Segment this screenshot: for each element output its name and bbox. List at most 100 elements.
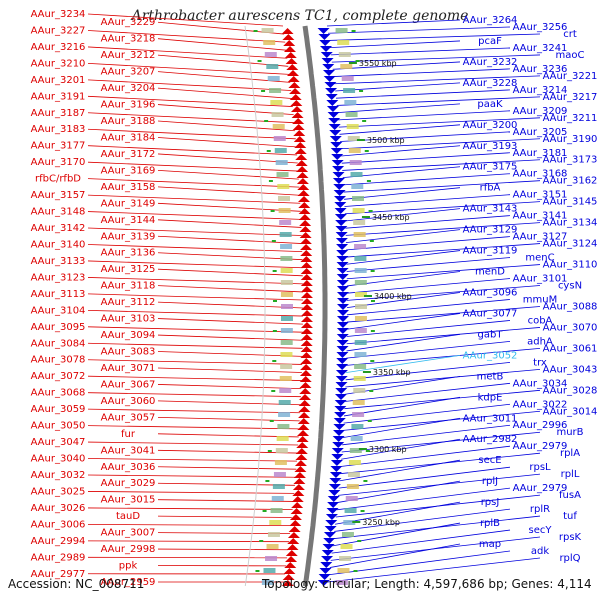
annotation-block <box>354 316 367 321</box>
right-connector-line <box>344 194 511 207</box>
minus-strand-feature <box>282 574 295 580</box>
annotation-block <box>280 304 293 309</box>
plus-strand-feature <box>336 244 349 250</box>
right-gene-label: rplB <box>480 518 500 529</box>
tick-mark <box>271 390 276 392</box>
annotation-block <box>279 376 292 381</box>
left-connector-line <box>157 384 302 390</box>
minus-strand-feature <box>299 370 312 376</box>
right-gene-label: AAur_3256 <box>513 22 568 33</box>
minus-strand-feature <box>299 220 312 226</box>
plus-strand-feature <box>334 400 347 406</box>
minus-strand-feature <box>291 496 304 502</box>
annotation-block <box>275 160 288 165</box>
minus-strand-feature <box>288 526 301 532</box>
tick-mark <box>269 420 274 422</box>
left-gene-label: AAur_3123 <box>31 272 86 283</box>
right-gene-label: map <box>479 539 501 550</box>
tick-mark <box>272 270 277 272</box>
right-gene-label: AAur_2982 <box>463 434 518 445</box>
annotation-block <box>280 340 293 345</box>
annotation-block <box>267 76 280 81</box>
right-gene-label: AAur_3028 <box>543 385 598 396</box>
left-gene-label: AAur_3025 <box>31 486 86 497</box>
left-gene-label: AAur_3007 <box>101 528 156 539</box>
left-gene-label: AAur_2977 <box>31 569 86 580</box>
left-connector-line <box>87 309 303 317</box>
right-gene-label: AAur_3052 <box>463 350 518 361</box>
left-connector-line <box>87 556 288 559</box>
right-connector-line <box>345 215 511 229</box>
minus-strand-feature <box>287 70 300 76</box>
plus-strand-feature <box>328 124 341 130</box>
right-gene-label: rfbA <box>480 183 501 194</box>
plus-strand-feature <box>332 178 345 184</box>
plus-strand-feature <box>323 76 336 82</box>
annotation-block <box>343 88 356 93</box>
left-gene-label: AAur_3015 <box>101 495 156 506</box>
left-connector-line <box>157 202 301 212</box>
left-gene-label: AAur_3139 <box>101 231 156 242</box>
left-connector-line <box>87 244 303 253</box>
left-connector-line <box>157 334 303 341</box>
left-gene-label: AAur_3172 <box>101 149 156 160</box>
plus-strand-feature <box>335 238 348 244</box>
left-connector-line <box>157 515 292 518</box>
tick-mark <box>360 510 365 512</box>
tick-mark <box>270 210 275 212</box>
minus-strand-feature <box>293 478 306 484</box>
scale-tick <box>352 521 361 523</box>
plus-strand-feature <box>336 280 349 286</box>
plus-strand-feature <box>330 466 343 472</box>
right-connector-line <box>345 208 461 222</box>
left-connector-line <box>87 211 302 220</box>
tick-mark <box>370 300 375 302</box>
tick-mark <box>370 270 375 272</box>
right-gene-label: rplR <box>530 504 550 515</box>
left-connector-line <box>157 137 297 148</box>
plus-strand-feature <box>334 412 347 418</box>
annotation-block <box>353 220 366 225</box>
plus-strand-feature <box>323 70 336 76</box>
plus-strand-feature <box>318 34 331 40</box>
left-gene-label: AAur_3094 <box>101 330 156 341</box>
plus-strand-feature <box>321 550 334 556</box>
annotation-block <box>348 148 361 153</box>
annotation-block <box>344 508 357 513</box>
right-gene-label: menC <box>525 253 554 264</box>
left-gene-label: AAur_3071 <box>101 363 156 374</box>
left-gene-label: AAur_3204 <box>101 83 156 94</box>
minus-strand-feature <box>300 298 313 304</box>
annotation-block <box>278 400 291 405</box>
right-connector-line <box>330 47 511 56</box>
annotation-block <box>269 88 282 93</box>
right-gene-label: cysN <box>558 281 582 292</box>
minus-strand-feature <box>288 82 301 88</box>
annotation-block <box>354 280 367 285</box>
left-gene-label: AAur_3207 <box>101 67 156 78</box>
left-connector-line <box>157 170 299 180</box>
right-connector-line <box>344 201 541 215</box>
left-gene-label: AAur_3149 <box>101 198 156 209</box>
minus-strand-feature <box>293 472 306 478</box>
right-gene-label: AAur_3077 <box>463 308 518 319</box>
left-connector-line <box>157 318 303 325</box>
plus-strand-feature <box>335 220 348 226</box>
plus-strand-feature <box>336 268 349 274</box>
right-connector-line <box>345 361 511 381</box>
annotation-block <box>345 496 358 501</box>
minus-strand-feature <box>291 112 304 118</box>
annotation-block <box>347 472 360 477</box>
left-gene-label: AAur_3216 <box>31 42 86 53</box>
scale-tick <box>361 216 370 218</box>
left-connector-line <box>87 161 299 172</box>
plus-strand-feature <box>332 166 345 172</box>
tick-mark <box>370 330 375 332</box>
minus-strand-feature <box>286 64 299 70</box>
right-gene-label: AAur_3205 <box>513 127 568 138</box>
minus-strand-feature <box>287 532 300 538</box>
annotation-block <box>274 148 287 153</box>
left-gene-label: AAur_2994 <box>31 536 86 547</box>
right-gene-label: menD <box>475 267 505 278</box>
annotation-block <box>346 124 359 129</box>
